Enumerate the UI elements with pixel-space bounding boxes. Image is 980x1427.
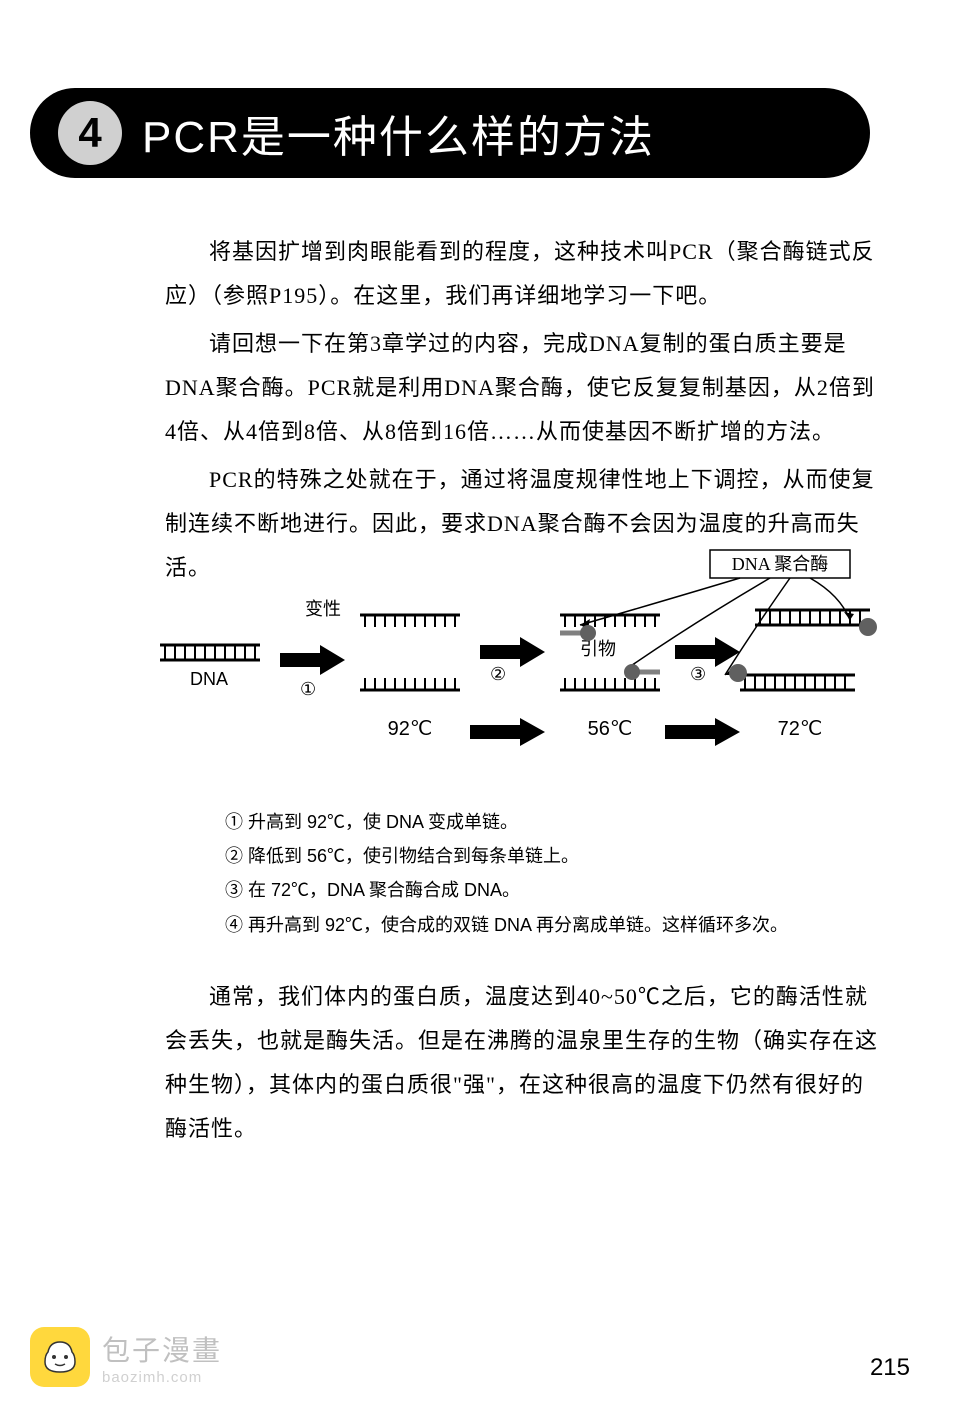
step-desc-4: ④ 再升高到 92℃，使合成的双链 DNA 再分离成单链。这样循环多次。	[225, 908, 875, 942]
section-number-circle: 4	[58, 101, 122, 165]
enzyme-label: DNA 聚合酶	[732, 554, 829, 574]
temp-1: 92℃	[388, 718, 433, 740]
temp-2: 56℃	[588, 718, 633, 740]
dna-separated-top	[360, 615, 460, 627]
denature-label: 变性	[305, 599, 341, 619]
section-title: PCR是一种什么样的方法	[142, 101, 655, 165]
paragraph-1: 将基因扩增到肉眼能看到的程度，这种技术叫PCR（聚合酶链式反应）（参照P195）…	[165, 230, 880, 318]
steps-description: ① 升高到 92℃，使 DNA 变成单链。 ② 降低到 56℃，使引物结合到每条…	[225, 805, 875, 942]
pcr-flowchart-svg: DNA 聚合酶 DNA 变性	[150, 545, 890, 775]
pcr-diagram: DNA 聚合酶 DNA 变性	[150, 545, 890, 775]
paragraph-2: 请回想一下在第3章学过的内容，完成DNA复制的蛋白质主要是DNA聚合酶。PCR就…	[165, 322, 880, 454]
dna-extend-bottom	[729, 664, 855, 690]
watermark: 包子漫畫 baozimh.com	[30, 1327, 222, 1387]
watermark-icon	[30, 1327, 90, 1387]
content-block-2: 通常，我们体内的蛋白质，温度达到40~50℃之后，它的酶活性就会丢失，也就是酶失…	[165, 975, 880, 1155]
section-number: 4	[78, 109, 101, 157]
step-desc-1: ① 升高到 92℃，使 DNA 变成单链。	[225, 805, 875, 839]
dna-separated-bottom	[360, 678, 460, 690]
dna-extend-top	[755, 610, 877, 636]
primer-label: 引物	[580, 639, 616, 659]
watermark-cn: 包子漫畫	[102, 1329, 222, 1369]
step-desc-3: ③ 在 72℃，DNA 聚合酶合成 DNA。	[225, 873, 875, 907]
step-desc-2: ② 降低到 56℃，使引物结合到每条单链上。	[225, 839, 875, 873]
dna-primer-top	[560, 615, 660, 641]
dna-primer-bottom	[560, 664, 660, 690]
dna-label: DNA	[190, 669, 228, 689]
step-3-marker: ③	[690, 664, 706, 684]
temp-3: 72℃	[778, 718, 823, 740]
paragraph-4: 通常，我们体内的蛋白质，温度达到40~50℃之后，它的酶活性就会丢失，也就是酶失…	[165, 975, 880, 1151]
section-header: 4 PCR是一种什么样的方法	[30, 88, 870, 178]
step-2-marker: ②	[490, 664, 506, 684]
watermark-text: 包子漫畫 baozimh.com	[102, 1329, 222, 1386]
page-number: 215	[870, 1354, 910, 1382]
step-1-marker: ①	[300, 679, 316, 699]
content-block-1: 将基因扩增到肉眼能看到的程度，这种技术叫PCR（聚合酶链式反应）（参照P195）…	[165, 230, 880, 594]
watermark-en: baozimh.com	[102, 1369, 222, 1386]
dna-double-strand	[160, 645, 260, 660]
